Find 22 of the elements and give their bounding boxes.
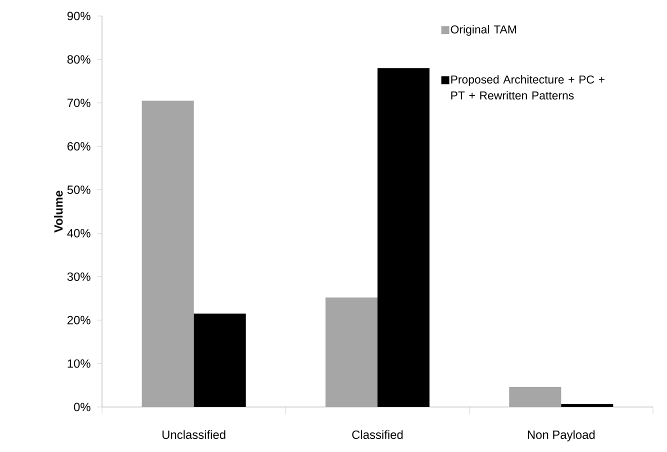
x-tick-label: Classified bbox=[352, 430, 403, 439]
bar bbox=[326, 298, 378, 407]
bar bbox=[142, 100, 194, 407]
bar bbox=[194, 314, 246, 407]
bar bbox=[509, 387, 562, 407]
y-tick-label: 40% bbox=[67, 228, 90, 238]
bar bbox=[378, 68, 430, 407]
bar bbox=[561, 404, 614, 407]
y-tick-label: 30% bbox=[67, 272, 90, 281]
x-tick-label: Non Payload bbox=[528, 430, 595, 442]
y-tick-label: 80% bbox=[67, 55, 90, 64]
y-tick-label: 10% bbox=[68, 359, 90, 368]
y-tick-label: 50% bbox=[67, 186, 90, 194]
y-axis-title: Volume bbox=[54, 190, 63, 233]
x-tick-label: Unclassified bbox=[162, 430, 226, 439]
y-tick-label: 70% bbox=[67, 98, 90, 108]
y-tick-label: 60% bbox=[67, 142, 90, 151]
y-tick-label: 90% bbox=[67, 12, 90, 20]
legend-label: Proposed Architecture + PC + PT + Rewritten Patterns bbox=[451, 75, 604, 100]
y-tick-label: 0% bbox=[74, 402, 90, 412]
y-tick-label: 20% bbox=[67, 316, 90, 324]
legend-label: Original TAM bbox=[450, 25, 516, 36]
